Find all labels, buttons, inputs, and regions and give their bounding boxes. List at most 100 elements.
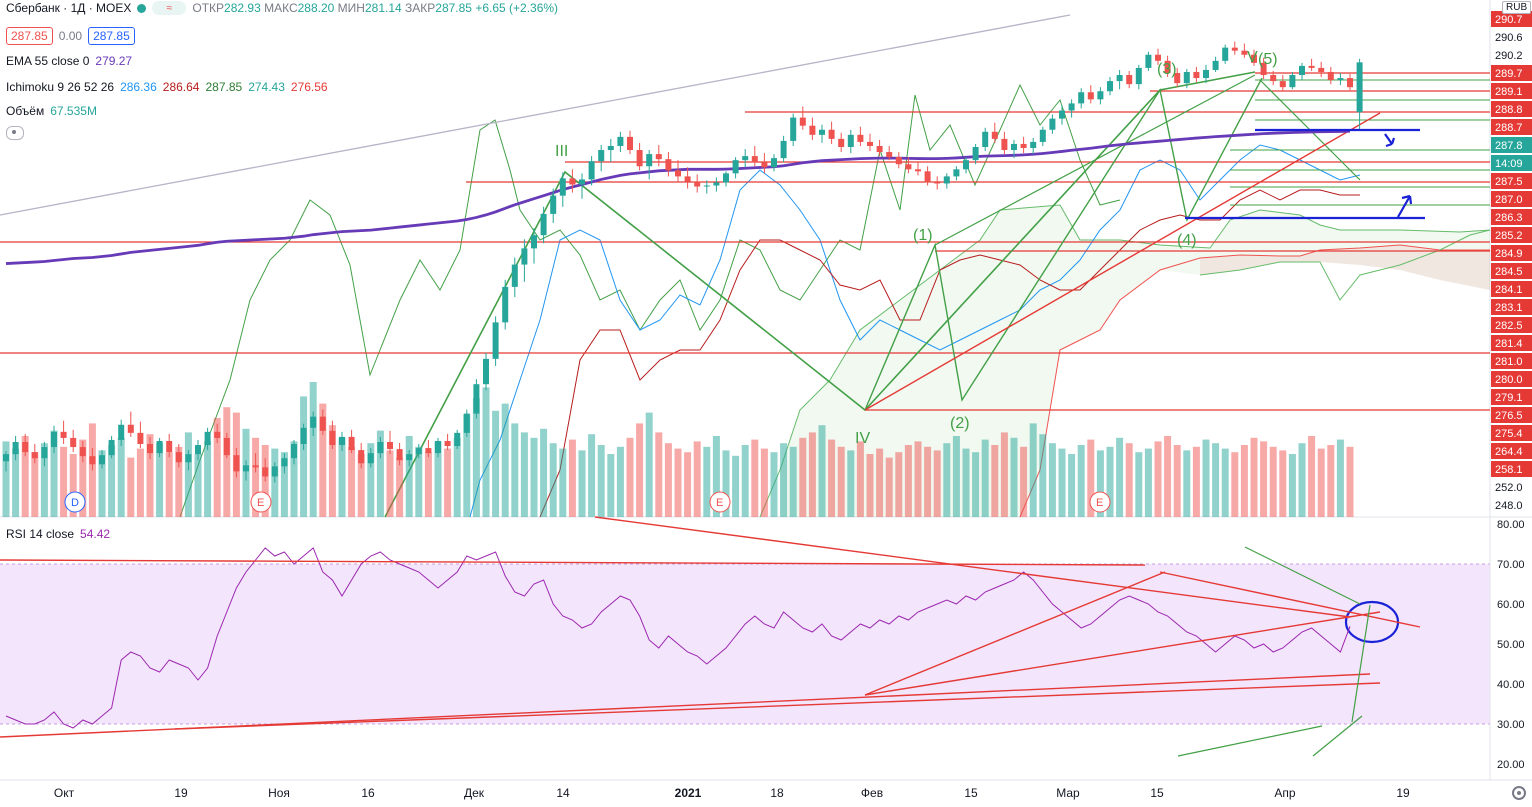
candle xyxy=(1347,74,1353,91)
currency-badge[interactable]: RUB xyxy=(1502,1,1532,14)
candle xyxy=(425,439,432,458)
rsi-axis-label: 60.00 xyxy=(1497,599,1525,611)
rsi-line xyxy=(5,547,1351,729)
ema-legend[interactable]: EMA 55 close 0 279.27 xyxy=(6,54,133,68)
visibility-toggle[interactable] xyxy=(6,126,24,140)
candle xyxy=(915,162,921,176)
volume-bar xyxy=(213,418,221,517)
candle xyxy=(492,316,499,366)
rsi-axis-label: 40.00 xyxy=(1497,679,1525,691)
price-axis-label: 290.7 xyxy=(1491,11,1532,27)
symbol-name[interactable]: Сбербанк · 1Д · MOEX xyxy=(6,1,132,15)
candle xyxy=(1183,68,1190,89)
candle xyxy=(1174,67,1181,88)
time-axis-label: 14 xyxy=(556,786,570,800)
volume-bar xyxy=(837,446,845,517)
volume-bar xyxy=(1231,452,1239,517)
event-marker-e[interactable]: E xyxy=(1089,491,1111,513)
candle xyxy=(895,152,902,169)
volume-bar xyxy=(271,448,279,517)
volume-bar xyxy=(578,450,586,517)
candle xyxy=(924,166,931,186)
volume-bar xyxy=(1327,445,1335,517)
svg-text:275.4: 275.4 xyxy=(1495,428,1523,440)
candle xyxy=(819,124,825,143)
candle xyxy=(1097,87,1104,105)
volume-bar xyxy=(722,450,730,517)
event-marker-d[interactable]: D xyxy=(64,491,86,513)
volume-legend[interactable]: Объём 67.535M xyxy=(6,104,97,118)
compare-toggle-icon[interactable]: ≈ xyxy=(152,1,187,15)
volume-bar xyxy=(540,428,548,517)
volume-bar xyxy=(895,452,903,517)
candle xyxy=(713,177,720,192)
gear-icon[interactable] xyxy=(1512,786,1526,800)
candle xyxy=(742,149,749,168)
candle xyxy=(694,174,701,193)
volume-bar xyxy=(1029,423,1037,517)
volume-bar xyxy=(511,423,519,517)
time-axis-label: Апр xyxy=(1274,786,1296,800)
rsi-axis[interactable]: 80.00 70.00 60.00 50.00 40.00 30.00 20.00 xyxy=(1497,519,1525,771)
volume-bar xyxy=(338,437,346,517)
volume-bar xyxy=(636,423,644,517)
candle xyxy=(463,409,470,437)
volume-bar xyxy=(1317,448,1325,517)
blue-markers xyxy=(1185,128,1425,644)
time-axis-label: Фев xyxy=(861,786,883,800)
volume-bar xyxy=(386,450,394,517)
eye-icon[interactable] xyxy=(6,126,24,140)
price-axis-label: 284.9 xyxy=(1491,245,1532,261)
ichimoku-legend[interactable]: Ichimoku 9 26 52 26 286.36 286.64 287.85… xyxy=(6,80,328,94)
price-axis-label: 286.3 xyxy=(1491,209,1532,225)
candle xyxy=(31,444,38,464)
volume-bar xyxy=(501,403,509,517)
candle xyxy=(319,409,326,435)
ichimoku-tenkan xyxy=(469,144,1361,518)
volume-bar xyxy=(760,448,768,517)
svg-text:E: E xyxy=(716,497,723,509)
candle xyxy=(751,145,758,167)
svg-text:283.1: 283.1 xyxy=(1495,302,1523,314)
volume-bar xyxy=(1010,437,1018,517)
volume-bar xyxy=(962,448,970,517)
volume-bar xyxy=(463,414,471,517)
svg-text:290.7: 290.7 xyxy=(1495,14,1523,26)
ichimoku-span-b xyxy=(1019,244,1490,518)
candle xyxy=(809,117,816,140)
volume-bar xyxy=(530,437,538,517)
candle xyxy=(1011,139,1017,159)
candle xyxy=(828,121,835,144)
buy-button[interactable]: 287.85 xyxy=(88,27,135,45)
candle xyxy=(99,450,105,469)
event-marker-e[interactable]: E xyxy=(250,491,272,513)
candle xyxy=(1241,43,1248,58)
rsi-legend[interactable]: RSI 14 close 54.42 xyxy=(6,527,111,541)
sell-button[interactable]: 287.85 xyxy=(6,27,53,45)
candle xyxy=(1327,66,1334,85)
price-axis[interactable]: 290.7 290.6 290.2 289.7 289.1 288.8 288.7 287.8… xyxy=(1491,11,1532,512)
candle xyxy=(559,172,566,207)
volume-bar xyxy=(684,452,692,517)
time-axis[interactable]: Окт 19 Ноя 16 Дек 14 2021 18 Фев 15 Мар 15 Апр 19 xyxy=(54,786,1410,800)
volume-bar xyxy=(741,445,749,517)
candle xyxy=(732,157,739,179)
candle xyxy=(483,352,489,391)
symbol-legend: Сбербанк · 1Д · MOEX ≈ ОТКР282.93 МАКС28… xyxy=(6,1,558,15)
ohlc-values: ОТКР282.93 МАКС288.20 МИН281.14 ЗАКР287.… xyxy=(192,1,559,15)
volume-bar xyxy=(204,441,212,517)
candle xyxy=(1337,72,1344,86)
candle xyxy=(252,453,259,473)
candle xyxy=(1203,64,1209,84)
price-axis-label: 248.0 xyxy=(1495,500,1523,512)
rsi-green-line xyxy=(1312,715,1363,757)
candle xyxy=(300,423,307,451)
candle xyxy=(51,425,57,454)
volume-bar xyxy=(1068,454,1076,517)
volume-bar xyxy=(520,432,528,517)
event-marker-e[interactable]: E xyxy=(709,491,731,513)
rsi-green-line xyxy=(1177,725,1323,757)
svg-text:284.9: 284.9 xyxy=(1495,248,1523,260)
volume-bar xyxy=(991,445,999,517)
